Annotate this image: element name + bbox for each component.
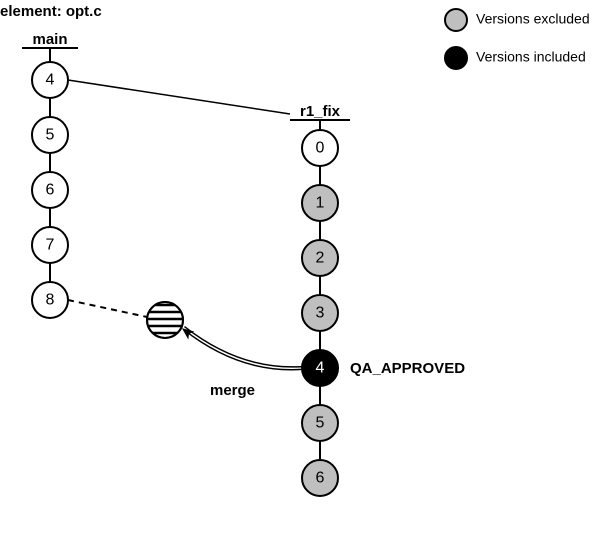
qa-approved-label: QA_APPROVED <box>350 360 465 377</box>
branch-label-r1_fix: r1_fix <box>300 103 341 120</box>
branch-label-main: main <box>32 31 67 48</box>
merge-arrow-lower <box>184 327 302 367</box>
node-label-main-5: 5 <box>46 127 55 144</box>
dashed-edge-to-merge <box>68 300 147 317</box>
node-label-r1_fix-5: 5 <box>316 415 325 432</box>
node-label-main-8: 8 <box>46 292 55 309</box>
legend-label-excluded: Versions excluded <box>476 11 590 27</box>
legend-swatch-excluded <box>445 9 467 31</box>
node-label-r1_fix-4: 4 <box>316 360 325 377</box>
node-label-r1_fix-6: 6 <box>316 470 325 487</box>
merge-arrow-upper <box>184 329 302 369</box>
node-label-main-7: 7 <box>46 237 55 254</box>
node-label-r1_fix-1: 1 <box>316 195 325 212</box>
node-label-r1_fix-0: 0 <box>316 140 325 157</box>
node-label-main-6: 6 <box>46 182 55 199</box>
node-label-r1_fix-2: 2 <box>316 250 325 267</box>
branch-creation-edge <box>68 80 290 114</box>
node-label-main-4: 4 <box>46 72 55 89</box>
legend-label-included: Versions included <box>476 49 586 65</box>
merge-label: merge <box>210 382 255 399</box>
legend-swatch-included <box>445 47 467 69</box>
element-label: element: opt.c <box>0 3 102 20</box>
node-label-r1_fix-3: 3 <box>316 305 325 322</box>
